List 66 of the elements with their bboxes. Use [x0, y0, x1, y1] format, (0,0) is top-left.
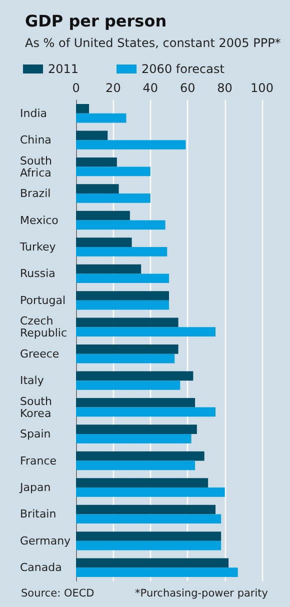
bar	[76, 532, 222, 541]
bar	[76, 354, 175, 364]
bar	[76, 104, 90, 114]
bar	[76, 568, 238, 577]
bar	[76, 327, 216, 336]
bar	[76, 291, 169, 300]
chart-title: GDP per person	[25, 12, 167, 30]
x-tick-label: 0	[72, 81, 80, 95]
bar	[76, 264, 142, 274]
bar	[76, 434, 192, 444]
bar	[76, 504, 216, 514]
chart-subtitle: As % of United States, constant 2005 PPP*	[25, 36, 281, 50]
bar	[76, 487, 225, 497]
x-tick-label: 100	[250, 81, 274, 95]
bar	[76, 194, 150, 203]
x-tick-label: 20	[106, 81, 121, 95]
bar	[76, 460, 196, 470]
bar	[76, 166, 150, 176]
bar	[76, 113, 126, 123]
bar	[76, 540, 222, 550]
bar	[76, 210, 130, 220]
y-tick-label: Turkey	[19, 240, 56, 254]
x-tick-label: 80	[217, 81, 232, 95]
y-tick-label: South Africa	[20, 154, 56, 180]
bar	[76, 371, 194, 381]
bar	[76, 398, 196, 408]
bar	[76, 451, 204, 461]
bar	[76, 407, 216, 417]
y-tick-label: Italy	[20, 374, 44, 388]
x-tick-label: 60	[180, 81, 196, 95]
bar	[76, 184, 119, 194]
bar	[76, 424, 197, 434]
y-tick-label: Czech Republic	[20, 314, 68, 340]
bar	[76, 514, 222, 524]
legend-label: 2060 forecast	[142, 62, 225, 76]
bar	[76, 238, 132, 247]
y-tick-label: Greece	[20, 347, 60, 360]
y-tick-label: Spain	[20, 428, 51, 441]
bar	[76, 318, 178, 328]
y-tick-label: Portugal	[20, 294, 66, 307]
y-tick-label: China	[20, 134, 52, 147]
bar	[76, 300, 169, 310]
bar	[76, 157, 117, 167]
bar	[76, 246, 168, 256]
y-tick-label: Britain	[20, 508, 56, 521]
y-tick-label: South Korea	[20, 394, 56, 420]
bar	[76, 478, 208, 488]
y-tick-label: France	[20, 454, 57, 468]
y-tick-label: India	[20, 106, 47, 120]
bar	[76, 274, 169, 284]
y-tick-label: Russia	[20, 267, 56, 280]
x-tick-label: 40	[142, 81, 158, 95]
legend-label: 2011	[48, 62, 79, 76]
y-tick-label: Germany	[20, 534, 72, 548]
bar	[76, 380, 180, 390]
y-tick-label: Brazil	[20, 187, 51, 200]
bar	[76, 220, 166, 230]
bar	[76, 558, 229, 568]
y-tick-label: Canada	[20, 561, 62, 574]
bar	[76, 344, 178, 354]
text: *Purchasing-power parity	[135, 588, 268, 600]
y-tick-label: Japan	[19, 480, 51, 494]
y-tick-label: Mexico	[20, 214, 59, 227]
bar	[76, 140, 186, 150]
source-note: Source: OECD	[21, 588, 94, 600]
bar	[76, 130, 108, 140]
